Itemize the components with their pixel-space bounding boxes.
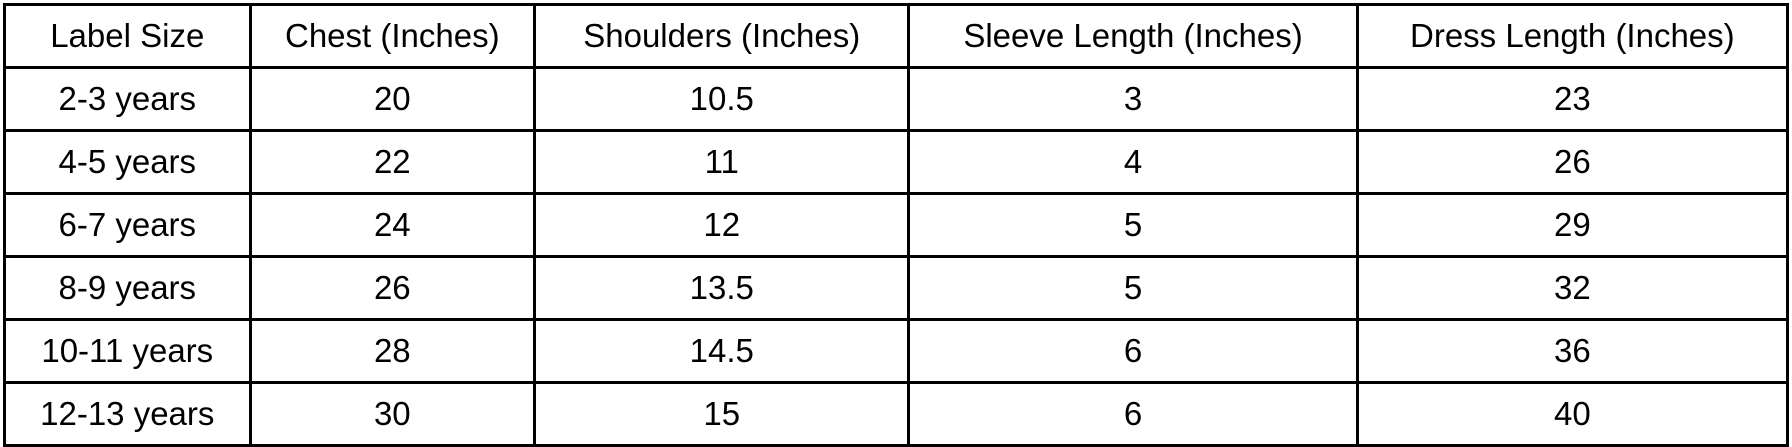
table-cell: 12 <box>533 192 911 258</box>
column-header: Chest (Inches) <box>248 3 537 69</box>
table-cell: 26 <box>248 255 537 321</box>
table-cell: 8-9 years <box>3 255 252 321</box>
table-cell: 2-3 years <box>3 66 252 132</box>
table-row: 10-11 years 28 14.5 6 36 <box>3 318 1790 384</box>
table-cell: 5 <box>907 192 1359 258</box>
table-cell: 40 <box>1355 381 1790 447</box>
table-cell: 6 <box>907 381 1359 447</box>
table-cell: 4 <box>907 129 1359 195</box>
table-cell: 24 <box>248 192 537 258</box>
table-cell: 12-13 years <box>3 381 252 447</box>
column-header: Shoulders (Inches) <box>533 3 911 69</box>
table-cell: 6 <box>907 318 1359 384</box>
table-row: 8-9 years 26 13.5 5 32 <box>3 255 1790 321</box>
table-cell: 29 <box>1355 192 1790 258</box>
column-header: Label Size <box>3 3 252 69</box>
table-cell: 15 <box>533 381 911 447</box>
table-cell: 22 <box>248 129 537 195</box>
table-cell: 10-11 years <box>3 318 252 384</box>
table-cell: 14.5 <box>533 318 911 384</box>
table-cell: 6-7 years <box>3 192 252 258</box>
table-cell: 11 <box>533 129 911 195</box>
size-chart-table: Label Size Chest (Inches) Shoulders (Inche… <box>3 3 1790 447</box>
table-row: 6-7 years 24 12 5 29 <box>3 192 1790 258</box>
table-cell: 23 <box>1355 66 1790 132</box>
table-cell: 13.5 <box>533 255 911 321</box>
table-cell: 28 <box>248 318 537 384</box>
table-cell: 3 <box>907 66 1359 132</box>
table-cell: 26 <box>1355 129 1790 195</box>
header-row: Label Size Chest (Inches) Shoulders (Inche… <box>3 3 1790 69</box>
table-cell: 10.5 <box>533 66 911 132</box>
table-row: 2-3 years 20 10.5 3 23 <box>3 66 1790 132</box>
table-cell: 30 <box>248 381 537 447</box>
table-cell: 32 <box>1355 255 1790 321</box>
table-cell: 5 <box>907 255 1359 321</box>
table-row: 4-5 years 22 11 4 26 <box>3 129 1790 195</box>
table-cell: 36 <box>1355 318 1790 384</box>
column-header: Sleeve Length (Inches) <box>907 3 1359 69</box>
table-cell: 20 <box>248 66 537 132</box>
column-header: Dress Length (Inches) <box>1355 3 1790 69</box>
table-cell: 4-5 years <box>3 129 252 195</box>
table-row: 12-13 years 30 15 6 40 <box>3 381 1790 447</box>
